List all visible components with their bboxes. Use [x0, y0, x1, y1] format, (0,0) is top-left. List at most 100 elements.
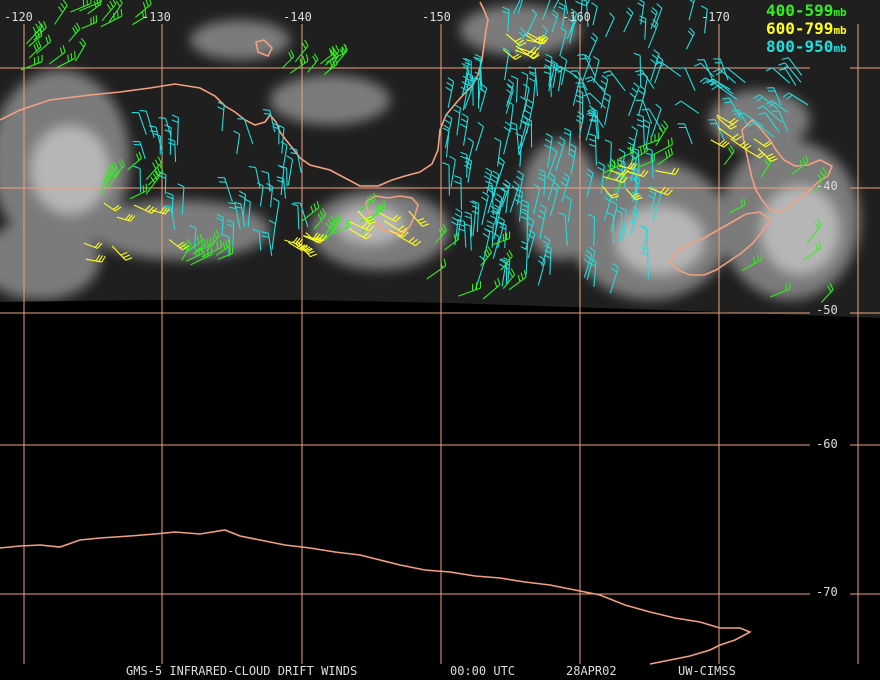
wind-barb — [237, 118, 254, 145]
lon-label-140: -140 — [283, 10, 312, 24]
wind-barb — [736, 112, 765, 128]
wind-barb — [710, 139, 730, 148]
wind-barb — [602, 157, 623, 174]
wind-barb — [68, 22, 81, 43]
wind-barb — [586, 246, 596, 280]
wind-barb — [502, 268, 516, 289]
wind-barb — [551, 9, 559, 33]
wind-barb — [294, 39, 309, 63]
wind-barb — [546, 147, 558, 179]
wind-barb — [587, 32, 599, 60]
wind-barb — [323, 57, 338, 76]
wind-barb — [642, 108, 663, 131]
wind-barb — [28, 40, 42, 59]
wind-barb — [588, 109, 598, 139]
wind-barb — [475, 121, 484, 151]
wind-barb — [628, 82, 640, 117]
wind-barb — [501, 179, 511, 208]
wind-barb — [583, 249, 593, 278]
wind-barb — [564, 0, 569, 14]
wind-barb — [445, 77, 455, 109]
wind-barb — [603, 174, 628, 184]
wind-barb — [585, 0, 591, 7]
wind-barb — [168, 239, 189, 251]
wind-barb — [524, 34, 547, 45]
wind-barb — [131, 112, 147, 135]
wind-barb — [544, 53, 553, 87]
wind-barb — [383, 220, 408, 233]
wind-barb — [190, 247, 213, 266]
wind-barb — [647, 186, 673, 196]
wind-barb — [778, 68, 797, 86]
wind-barb — [630, 125, 638, 155]
wind-barb — [434, 223, 447, 244]
wind-barb — [101, 0, 117, 22]
wind-barb — [618, 144, 635, 160]
wind-barb — [514, 188, 523, 222]
wind-barb — [524, 98, 534, 134]
wind-barb — [358, 192, 376, 212]
wind-barb — [286, 155, 294, 186]
wind-barb — [313, 208, 327, 230]
wind-barb — [541, 235, 551, 267]
wind-barb — [544, 133, 553, 169]
lon-label-150: -150 — [422, 10, 451, 24]
wind-barb — [685, 27, 695, 50]
wind-barb — [584, 76, 605, 93]
wind-barb — [746, 149, 766, 159]
wind-barb — [487, 184, 496, 214]
wind-barb — [741, 252, 763, 272]
wind-barb — [320, 46, 335, 65]
wind-barb — [185, 246, 203, 262]
wind-barb — [720, 66, 746, 84]
wind-barb — [464, 211, 473, 237]
wind-barb — [657, 147, 674, 166]
wind-barb — [288, 241, 308, 251]
wind-barb — [538, 168, 546, 196]
wind-barb — [820, 283, 834, 303]
wind-barb — [590, 108, 600, 140]
lat-label-40: -40 — [816, 179, 838, 193]
wind-barb — [700, 5, 708, 34]
wind-barb — [677, 67, 696, 91]
latitude-labels: -40 -50 -60 -70 — [816, 179, 838, 599]
wind-barb — [133, 204, 157, 214]
wind-barb — [449, 155, 456, 187]
lon-label-170: -170 — [701, 10, 730, 24]
wind-barb — [471, 200, 480, 233]
wind-barb — [651, 103, 662, 138]
wind-barb — [74, 37, 87, 62]
wind-barb — [568, 143, 577, 175]
wind-barb — [460, 113, 469, 146]
wind-barb — [635, 99, 653, 124]
wind-barb — [674, 100, 700, 114]
wind-barbs — [20, 0, 834, 303]
wind-barb — [505, 33, 527, 47]
wind-barb — [627, 136, 636, 170]
wind-barb — [580, 0, 589, 27]
wind-barb — [99, 170, 112, 194]
legend-entry-400-599: 400-599mb — [766, 1, 847, 20]
wind-barb — [653, 137, 673, 156]
wind-barb — [716, 116, 737, 130]
wind-barb — [491, 231, 511, 246]
wind-barb — [166, 191, 174, 215]
wind-barb — [537, 203, 547, 240]
wind-barb — [517, 0, 523, 14]
wind-barb — [469, 200, 477, 236]
wind-barb — [603, 92, 611, 126]
wind-barb — [527, 229, 536, 259]
longitude-labels: -120 -130 -140 -150 -160 -170 — [4, 10, 730, 24]
wind-barb — [100, 9, 123, 28]
graticule — [0, 24, 880, 664]
wind-barb — [111, 245, 133, 261]
wind-barb — [625, 188, 643, 201]
lat-label-60: -60 — [816, 437, 838, 451]
wind-barb — [262, 109, 276, 133]
wind-barb — [549, 181, 560, 217]
wind-barb — [502, 6, 510, 32]
wind-barb — [655, 120, 669, 146]
wind-barb — [505, 84, 514, 114]
wind-barb — [522, 83, 530, 113]
